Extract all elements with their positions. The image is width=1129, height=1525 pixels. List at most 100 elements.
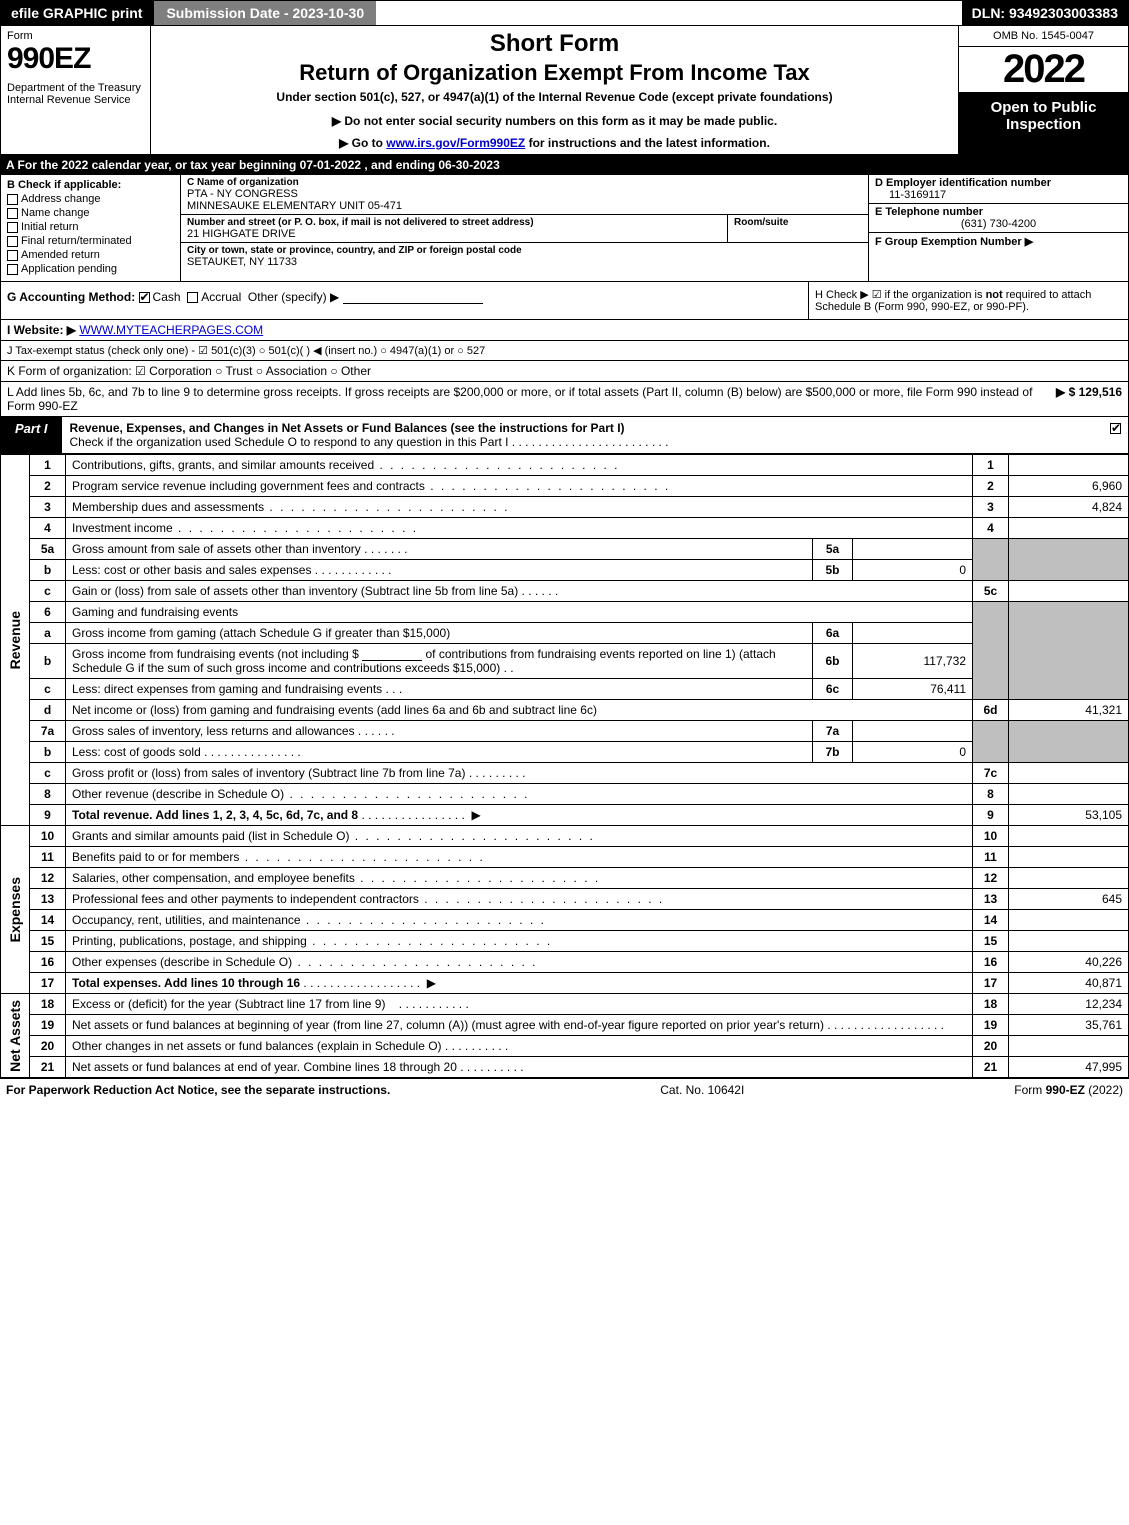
l19-amt: 35,761 bbox=[1009, 1015, 1129, 1036]
l7a-num: 7a bbox=[30, 721, 66, 742]
chk-initial[interactable]: Initial return bbox=[7, 221, 174, 233]
l6d-amt: 41,321 bbox=[1009, 700, 1129, 721]
efile-label[interactable]: efile GRAPHIC print bbox=[1, 1, 152, 25]
g-accrual-chk[interactable] bbox=[187, 292, 198, 303]
row-k: K Form of organization: ☑ Corporation ○ … bbox=[0, 361, 1129, 382]
l3-amt: 4,824 bbox=[1009, 497, 1129, 518]
l16-amt: 40,226 bbox=[1009, 952, 1129, 973]
l17-rn: 17 bbox=[973, 973, 1009, 994]
l6c-text: Less: direct expenses from gaming and fu… bbox=[66, 679, 813, 700]
l14-text: Occupancy, rent, utilities, and maintena… bbox=[66, 910, 973, 931]
chk-amended[interactable]: Amended return bbox=[7, 249, 174, 261]
chk-name[interactable]: Name change bbox=[7, 207, 174, 219]
col-def: D Employer identification number 11-3169… bbox=[868, 175, 1128, 281]
l20-text: Other changes in net assets or fund bala… bbox=[66, 1036, 973, 1057]
l7c-amt bbox=[1009, 763, 1129, 784]
l6-num: 6 bbox=[30, 602, 66, 623]
l11-rn: 11 bbox=[973, 847, 1009, 868]
l7b-samt: 0 bbox=[853, 742, 973, 763]
l6a-text: Gross income from gaming (attach Schedul… bbox=[66, 623, 813, 644]
l9-num: 9 bbox=[30, 805, 66, 826]
topbar: efile GRAPHIC print Submission Date - 20… bbox=[0, 0, 1129, 26]
title-return: Return of Organization Exempt From Incom… bbox=[157, 60, 952, 86]
goto-note: ▶ Go to www.irs.gov/Form990EZ for instru… bbox=[157, 136, 952, 150]
l7b-sl: 7b bbox=[813, 742, 853, 763]
chk-address[interactable]: Address change bbox=[7, 193, 174, 205]
l14-rn: 14 bbox=[973, 910, 1009, 931]
l11-amt bbox=[1009, 847, 1129, 868]
l8-amt bbox=[1009, 784, 1129, 805]
g-cash: Cash bbox=[153, 290, 181, 304]
f-block: F Group Exemption Number ▶ bbox=[869, 233, 1128, 250]
c-name-block: C Name of organization PTA - NY CONGRESS… bbox=[181, 175, 868, 215]
l1-rn: 1 bbox=[973, 455, 1009, 476]
l5b-samt: 0 bbox=[853, 560, 973, 581]
l5b-text: Less: cost or other basis and sales expe… bbox=[66, 560, 813, 581]
e-block: E Telephone number (631) 730-4200 bbox=[869, 204, 1128, 233]
g-other-field[interactable] bbox=[343, 290, 483, 304]
chk-address-label: Address change bbox=[21, 193, 101, 205]
form-number: 990EZ bbox=[7, 42, 144, 76]
l14-amt bbox=[1009, 910, 1129, 931]
l18-rn: 18 bbox=[973, 994, 1009, 1015]
l11-num: 11 bbox=[30, 847, 66, 868]
l5a-sl: 5a bbox=[813, 539, 853, 560]
l20-amt bbox=[1009, 1036, 1129, 1057]
l7b-text: Less: cost of goods sold . . . . . . . .… bbox=[66, 742, 813, 763]
d-block: D Employer identification number 11-3169… bbox=[869, 175, 1128, 204]
l21-amt: 47,995 bbox=[1009, 1057, 1129, 1078]
l16-num: 16 bbox=[30, 952, 66, 973]
l7c-text: Gross profit or (loss) from sales of inv… bbox=[66, 763, 973, 784]
chk-pending-label: Application pending bbox=[21, 263, 117, 275]
l1-num: 1 bbox=[30, 455, 66, 476]
l5c-amt bbox=[1009, 581, 1129, 602]
col-c: C Name of organization PTA - NY CONGRESS… bbox=[181, 175, 868, 281]
c-city-block: City or town, state or province, country… bbox=[181, 243, 868, 270]
l18-num: 18 bbox=[30, 994, 66, 1015]
l13-rn: 13 bbox=[973, 889, 1009, 910]
l3-rn: 3 bbox=[973, 497, 1009, 518]
l5ab-gray bbox=[973, 539, 1009, 581]
l6b-pre: Gross income from fundraising events (no… bbox=[72, 647, 359, 661]
l6c-samt: 76,411 bbox=[853, 679, 973, 700]
goto-link[interactable]: www.irs.gov/Form990EZ bbox=[386, 136, 525, 150]
l14-num: 14 bbox=[30, 910, 66, 931]
c-street-row: Number and street (or P. O. box, if mail… bbox=[181, 215, 868, 243]
l6b-num: b bbox=[30, 644, 66, 679]
l7-gray bbox=[973, 721, 1009, 763]
chk-name-label: Name change bbox=[21, 207, 90, 219]
l4-rn: 4 bbox=[973, 518, 1009, 539]
l10-num: 10 bbox=[30, 826, 66, 847]
l15-amt bbox=[1009, 931, 1129, 952]
l19-text: Net assets or fund balances at beginning… bbox=[66, 1015, 973, 1036]
h-not: not bbox=[986, 289, 1003, 301]
l3-num: 3 bbox=[30, 497, 66, 518]
l15-rn: 15 bbox=[973, 931, 1009, 952]
g-other: Other (specify) ▶ bbox=[248, 290, 339, 304]
chk-final[interactable]: Final return/terminated bbox=[7, 235, 174, 247]
col-b: B Check if applicable: Address change Na… bbox=[1, 175, 181, 281]
sidebar-revenue: Revenue bbox=[1, 455, 30, 826]
l1-amt bbox=[1009, 455, 1129, 476]
i-website[interactable]: WWW.MYTEACHERPAGES.COM bbox=[79, 323, 263, 337]
form-header: Form 990EZ Department of the Treasury In… bbox=[0, 26, 1129, 155]
l18-amt: 12,234 bbox=[1009, 994, 1129, 1015]
l6a-samt bbox=[853, 623, 973, 644]
l5a-samt bbox=[853, 539, 973, 560]
chk-pending[interactable]: Application pending bbox=[7, 263, 174, 275]
l7c-num: c bbox=[30, 763, 66, 784]
l19-rn: 19 bbox=[973, 1015, 1009, 1036]
c-name1: PTA - NY CONGRESS bbox=[187, 188, 862, 200]
sidebar-expenses-label: Expenses bbox=[7, 877, 23, 942]
l21-rn: 21 bbox=[973, 1057, 1009, 1078]
chk-final-label: Final return/terminated bbox=[21, 235, 132, 247]
l6d-num: d bbox=[30, 700, 66, 721]
l7-gray-amt bbox=[1009, 721, 1129, 763]
h-text1: H Check ▶ ☑ if the organization is bbox=[815, 289, 986, 301]
f-lbl: F Group Exemption Number ▶ bbox=[875, 236, 1033, 248]
l15-num: 15 bbox=[30, 931, 66, 952]
l6b-blank[interactable] bbox=[362, 647, 422, 661]
g-cash-chk[interactable] bbox=[139, 292, 150, 303]
part-i-check[interactable] bbox=[1106, 417, 1128, 453]
l13-num: 13 bbox=[30, 889, 66, 910]
